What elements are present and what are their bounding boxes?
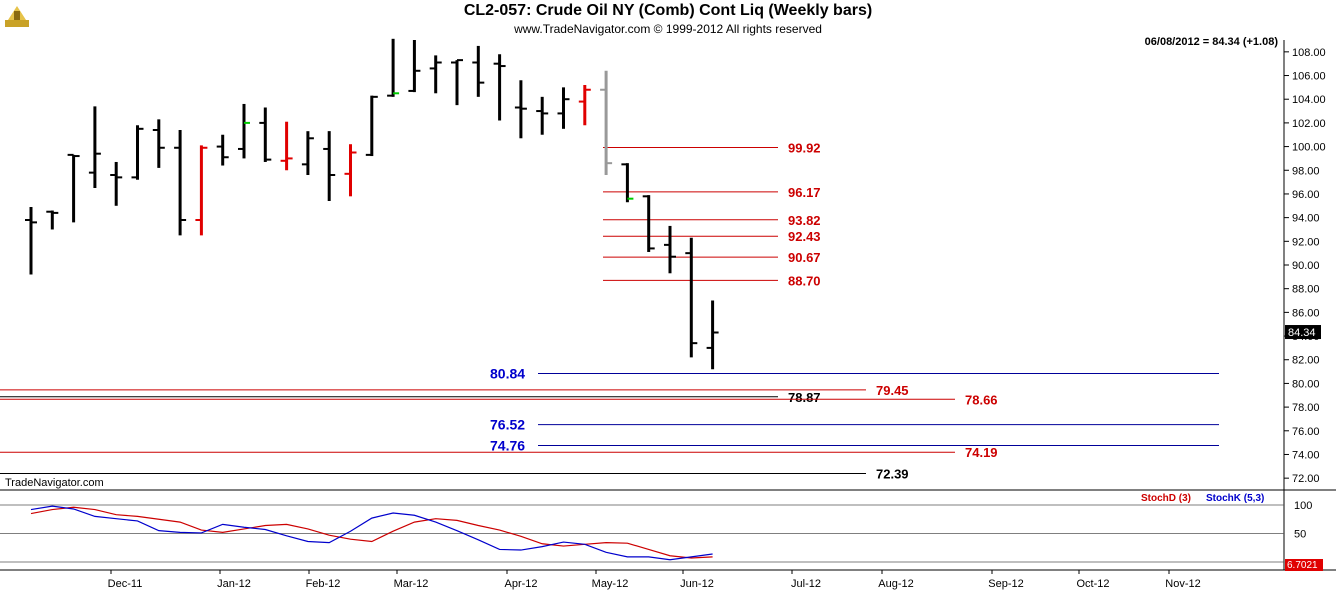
price-readout: 06/08/2012 = 84.34 (+1.08) [1144,36,1278,48]
ohlc-bar [344,144,357,197]
y-tick-label: 98.00 [1292,165,1320,177]
ohlc-bar [642,195,655,252]
stoch-value-label: 6.7021 [1287,560,1318,571]
level-label: 78.66 [965,392,998,407]
ohlc-bar [216,134,229,166]
ohlc-bar [67,153,80,223]
level-label: 88.70 [788,273,821,288]
level-label: 78.87 [788,390,821,405]
ohlc-bar [365,95,378,157]
ohlc-bar [152,119,165,168]
level-label: 93.82 [788,213,821,228]
x-tick-label: Mar-12 [394,578,429,590]
y-tick-label: 102.00 [1292,118,1326,130]
x-tick-label: May-12 [592,578,629,590]
y-tick-label: 82.00 [1292,355,1320,367]
ohlc-bar [706,300,719,370]
x-tick-label: Jan-12 [217,578,251,590]
y-tick-label: 100.00 [1292,142,1326,154]
x-tick-label: Aug-12 [878,578,913,590]
ohlc-bar [408,40,421,93]
y-tick-label: 104.00 [1292,94,1326,106]
level-label: 96.17 [788,185,821,200]
x-tick-label: Nov-12 [1165,578,1200,590]
legend-stochk: StochK (5,3) [1206,493,1264,504]
ohlc-bar [429,55,442,94]
y-tick-label: 72.00 [1292,473,1320,485]
ohlc-bar [493,54,506,121]
copyright-subtitle: www.TradeNavigator.com © 1999-2012 All r… [514,22,822,36]
x-tick-label: Oct-12 [1076,578,1109,590]
last-price-box [1285,325,1321,340]
legend-stochd: StochD (3) [1141,493,1191,504]
ohlc-bar [387,38,400,97]
x-tick-label: Apr-12 [504,578,537,590]
stoch-series-line [30,505,713,561]
level-label: 79.45 [876,383,909,398]
last-price-label: 84.34 [1288,327,1316,339]
level-label: 80.84 [490,365,525,381]
ohlc-bar [621,163,634,203]
x-tick-label: Dec-11 [108,578,143,590]
ohlc-bar [472,45,485,97]
chart-title: CL2-057: Crude Oil NY (Comb) Cont Liq (W… [463,2,873,19]
y-tick-label: 90.00 [1292,260,1320,272]
stoch-tick-label: 50 [1294,529,1306,541]
chart-header: CL2-057: Crude Oil NY (Comb) Cont Liq (W… [0,0,1336,40]
brand-label: TradeNavigator.com [5,477,104,489]
y-tick-label: 96.00 [1292,189,1320,201]
y-tick-label: 94.00 [1292,213,1320,225]
ohlc-bar [174,130,187,236]
stoch-series-line [30,506,713,559]
ohlc-bar [685,237,698,358]
x-tick-label: Feb-12 [306,578,341,590]
y-tick-label: 80.00 [1292,378,1320,390]
ohlc-bar [238,103,250,159]
level-label: 74.76 [490,437,525,453]
y-tick-label: 106.00 [1292,71,1326,83]
ohlc-bar [514,80,527,139]
ohlc-bar [301,131,314,175]
x-tick-label: Jul-12 [791,578,821,590]
ohlc-bar [600,70,613,175]
y-tick-label: 76.00 [1292,426,1320,438]
y-tick-label: 78.00 [1292,402,1320,414]
level-label: 92.43 [788,229,821,244]
ohlc-bar [536,96,549,135]
ohlc-bar [578,85,591,126]
trade-navigator-logo-icon [5,6,29,27]
ohlc-bar [46,210,59,230]
level-label: 90.67 [788,250,821,265]
ohlc-bar [110,161,123,206]
ohlc-bar [323,131,336,202]
ohlc-bar [195,145,208,236]
y-tick-label: 74.00 [1292,449,1320,461]
level-label: 99.92 [788,141,821,156]
ohlc-bar [451,59,463,106]
y-tick-label: 92.00 [1292,236,1320,248]
ohlc-bar [88,106,101,189]
level-label: 72.39 [876,467,909,482]
level-label: 74.19 [965,445,998,460]
level-label: 76.52 [490,417,525,433]
stoch-value-box [1285,559,1323,571]
x-tick-label: Jun-12 [680,578,714,590]
stoch-tick-label: 100 [1294,500,1312,512]
ohlc-bar [280,121,293,171]
y-tick-label: 88.00 [1292,284,1320,296]
ohlc-bar [664,225,676,274]
ohlc-bar [259,107,272,162]
ohlc-bar [131,125,144,180]
y-tick-label: 108.00 [1292,47,1326,59]
x-tick-label: Sep-12 [988,578,1023,590]
ohlc-bar [557,87,570,129]
ohlc-bar [25,206,37,275]
y-tick-label: 86.00 [1292,307,1320,319]
